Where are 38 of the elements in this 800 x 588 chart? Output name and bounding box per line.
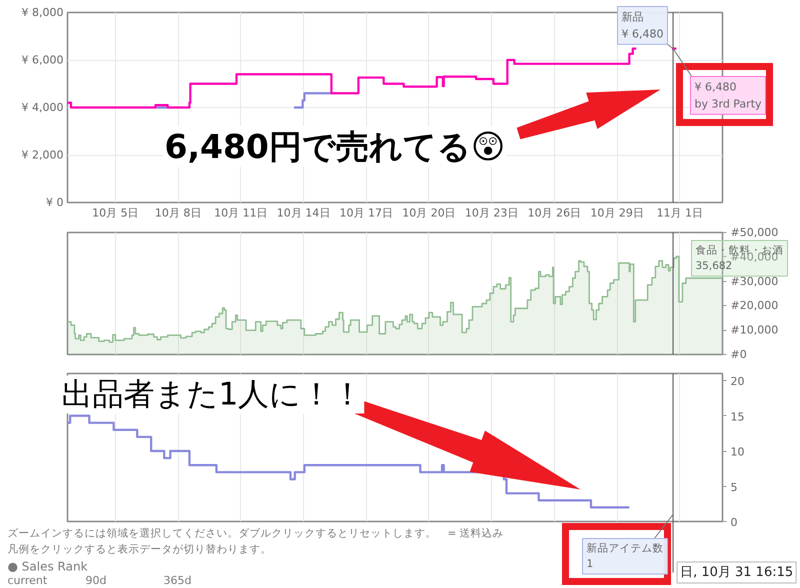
x-tick-label: 10月 14日 bbox=[276, 206, 330, 220]
annotation: 6,480円で売れてる😲 bbox=[164, 127, 506, 166]
y-tick-label: ¥ 4,000 bbox=[22, 101, 64, 114]
text: 凡例をクリックすると表示データが切り替わります。 bbox=[8, 542, 272, 556]
y-tick-label: ¥ 2,000 bbox=[22, 148, 64, 162]
x-tick-label: 10月 29日 bbox=[590, 206, 644, 220]
text: current bbox=[8, 574, 48, 587]
y-tick-label: ¥ 0 bbox=[46, 196, 64, 209]
text: ズームインするには領域を選択してください。ダブルクリックするとリセットします。 bbox=[8, 526, 436, 540]
text: = 送料込み bbox=[448, 526, 504, 540]
x-tick-label: 10月 11日 bbox=[214, 206, 268, 220]
y-tick-label: ¥ 8,000 bbox=[22, 6, 64, 19]
annotation: ¥ 6,480 by 3rd Party bbox=[694, 80, 762, 110]
y-tick-label: #30,000 bbox=[730, 274, 778, 288]
x-tick-label: 10月 8日 bbox=[154, 206, 202, 220]
ref-line-label: 日, 10月 31 16:15 bbox=[680, 565, 794, 580]
x-tick-label: 10月 26日 bbox=[528, 206, 582, 220]
y-tick-label: ¥ 6,000 bbox=[22, 54, 64, 66]
x-tick-label: 10月 20日 bbox=[402, 206, 456, 220]
y-tick-label: #20,000 bbox=[730, 299, 778, 312]
text: 365d bbox=[164, 574, 192, 587]
x-tick-label: 10月 5日 bbox=[92, 206, 139, 220]
y-tick-label: 0 bbox=[730, 516, 738, 529]
y-tick-label: 20 bbox=[730, 375, 744, 388]
x-tick-label: 10月 17日 bbox=[340, 206, 394, 220]
y-tick-label: #10,000 bbox=[730, 324, 778, 337]
annotation: 出品者また1人に！！ bbox=[62, 376, 364, 412]
x-tick-label: 11月 1日 bbox=[656, 206, 704, 220]
y-tick-label: 5 bbox=[730, 480, 738, 494]
y-tick-label: 15 bbox=[730, 410, 744, 424]
y-tick-label: #0 bbox=[730, 348, 747, 361]
annotation: 新品 ¥ 6,480 bbox=[622, 10, 664, 40]
text: ● Sales Rank bbox=[8, 560, 88, 574]
x-tick-label: 10月 23日 bbox=[464, 206, 518, 220]
text: 90d bbox=[86, 574, 106, 587]
y-tick-label: 10 bbox=[730, 446, 744, 459]
annotation: 新品アイテム数 1 bbox=[586, 542, 664, 570]
y-tick-label: #50,000 bbox=[730, 226, 778, 239]
